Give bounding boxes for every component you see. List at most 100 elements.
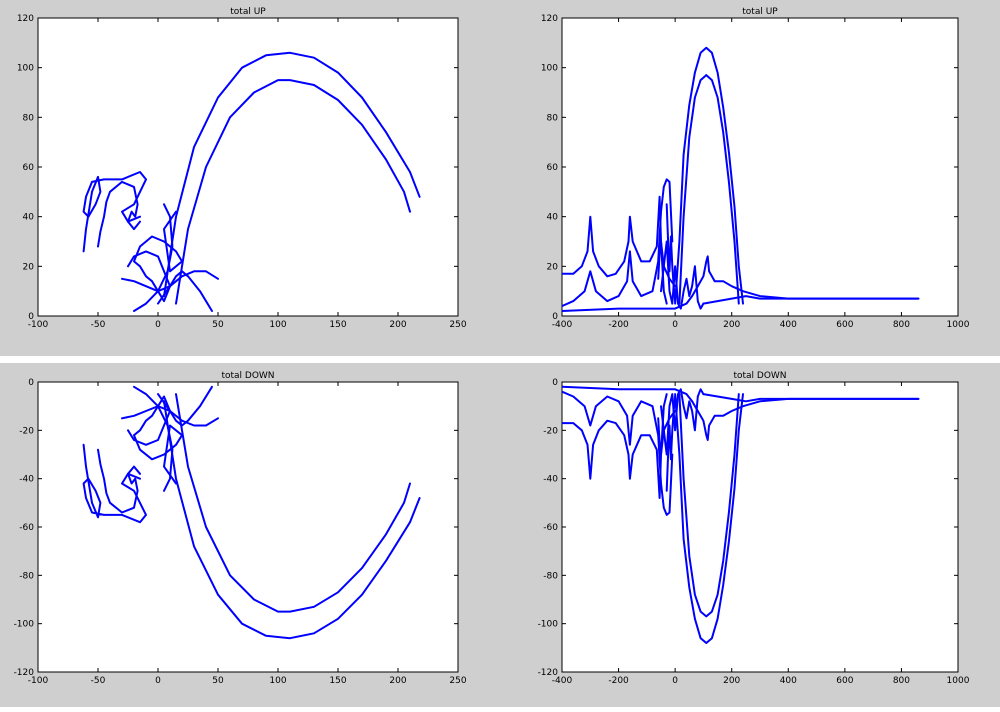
series-line-6: [660, 240, 705, 310]
y-tick-label: 20: [23, 262, 35, 272]
x-tick-label: -100: [28, 676, 49, 686]
x-tick-label: 600: [836, 676, 853, 686]
x-tick-label: 100: [269, 320, 286, 330]
series-line-9: [657, 393, 668, 456]
x-tick-label: -400: [552, 320, 573, 330]
y-tick-label: 60: [23, 163, 35, 173]
y-tick-label: -60: [543, 523, 558, 533]
y-tick-label: -100: [538, 620, 559, 630]
x-tick-label: -200: [608, 320, 629, 330]
series-line-5: [127, 395, 183, 485]
y-tick-label: -80: [543, 571, 558, 581]
series-line-2: [678, 74, 740, 305]
series-line-8: [133, 203, 174, 312]
y-tick-label: 80: [23, 113, 35, 123]
series-line-1: [163, 51, 421, 298]
x-tick-label: 800: [893, 676, 910, 686]
x-tick-label: 0: [672, 676, 678, 686]
x-tick-label: -50: [91, 676, 106, 686]
y-tick-label: -120: [14, 668, 35, 678]
y-tick-label: -60: [19, 523, 34, 533]
x-tick-label: 150: [329, 676, 346, 686]
x-tick-label: 400: [780, 676, 797, 686]
y-tick-label: 80: [547, 113, 559, 123]
x-tick-label: -400: [552, 676, 573, 686]
y-tick-label: 0: [28, 312, 34, 322]
series-line-4: [562, 390, 674, 516]
y-tick-label: 60: [547, 163, 559, 173]
x-tick-label: 50: [212, 676, 224, 686]
x-tick-label: 250: [449, 676, 466, 686]
x-tick-label: 250: [449, 320, 466, 330]
series-line-1: [674, 46, 744, 305]
x-tick-label: 50: [212, 320, 224, 330]
x-tick-label: 400: [780, 320, 797, 330]
chart-total-up-left: -100 -50 0 50 100 150 200 250 0 20 40 60 80 100 120 tot…: [17, 7, 467, 330]
x-tick-label: -200: [608, 676, 629, 686]
chart-total-down-left: -100 -50 0 50 100 150 200 250-120-100-80-60-40-…: [14, 371, 467, 686]
y-tick-label: -20: [19, 426, 34, 436]
axes-frame: [561, 381, 959, 673]
axes-frame: [561, 17, 959, 317]
chart-title: total DOWN: [221, 371, 274, 381]
x-tick-label: 600: [836, 320, 853, 330]
series-line-2: [175, 79, 411, 305]
series-line-4: [97, 448, 141, 514]
x-tick-label: 0: [155, 320, 161, 330]
y-tick-label: -40: [19, 475, 34, 485]
series-line-7: [157, 385, 213, 427]
y-tick-label: 120: [541, 14, 558, 24]
y-tick-label: 40: [547, 213, 559, 223]
chart-title: total DOWN: [733, 371, 786, 381]
series-line-3: [82, 171, 147, 253]
x-tick-label: -50: [91, 320, 106, 330]
y-tick-label: -20: [543, 426, 558, 436]
chart-total-up-right: -400 -200 0 200 400 600 800 1000 0 20 40 60 80 100 120…: [541, 7, 970, 330]
series-line-1: [163, 400, 421, 640]
x-tick-label: 150: [329, 320, 346, 330]
plot-area: -400 -200 0 200 400 600 800 1000-120-100-80-60-…: [538, 371, 970, 686]
series-line-8: [133, 385, 174, 492]
x-tick-label: 200: [723, 676, 740, 686]
x-tick-label: 200: [389, 676, 406, 686]
series-line-9: [657, 240, 668, 305]
series-line-7: [665, 203, 677, 303]
series-line-1: [674, 393, 744, 644]
x-tick-label: 1000: [947, 320, 970, 330]
x-tick-label: 100: [269, 676, 286, 686]
x-tick-label: 200: [723, 320, 740, 330]
series-line-8: [702, 393, 920, 403]
plot-area: -400 -200 0 200 400 600 800 1000 0 20 40 60 80 100 120…: [541, 7, 970, 330]
series-group: [562, 46, 920, 312]
y-tick-label: 100: [17, 64, 34, 74]
y-tick-label: 0: [552, 312, 558, 322]
series-line-4: [562, 178, 674, 308]
y-tick-label: -40: [543, 475, 558, 485]
series-line-8: [702, 295, 920, 305]
plot-area: -100 -50 0 50 100 150 200 250 0 20 40 60 80 100 120 tot…: [17, 7, 467, 330]
y-tick-label: 100: [541, 64, 558, 74]
series-line-2: [678, 393, 740, 618]
y-tick-label: 0: [552, 378, 558, 388]
series-line-3: [82, 443, 147, 524]
x-tick-label: 0: [672, 320, 678, 330]
x-tick-label: 0: [155, 676, 161, 686]
series-line-6: [660, 388, 705, 456]
series-line-5: [127, 210, 183, 303]
series-line-7: [665, 395, 677, 492]
series-line-2: [175, 393, 411, 613]
y-tick-label: 0: [28, 378, 34, 388]
y-tick-label: -120: [538, 668, 559, 678]
series-group: [562, 385, 920, 644]
y-tick-label: 40: [23, 213, 35, 223]
x-tick-label: 1000: [947, 676, 970, 686]
series-line-7: [157, 270, 213, 312]
chart-title: total UP: [230, 7, 266, 17]
series-group: [82, 51, 421, 312]
chart-title: total UP: [742, 7, 778, 17]
series-group: [82, 385, 421, 640]
x-tick-label: 800: [893, 320, 910, 330]
y-tick-label: -80: [19, 571, 34, 581]
y-tick-label: 120: [17, 14, 34, 24]
